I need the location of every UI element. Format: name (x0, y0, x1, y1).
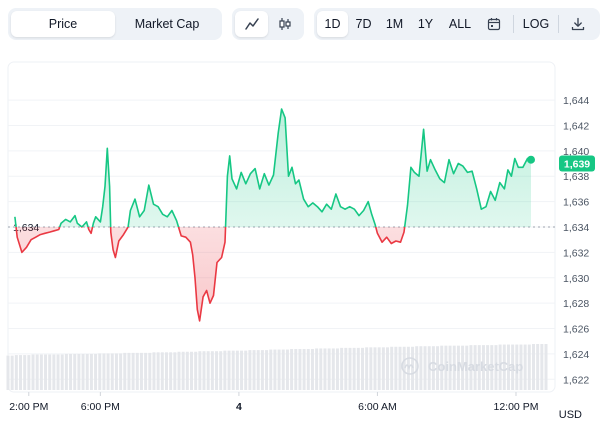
x-tick-label: 6:00 AM (358, 401, 397, 413)
y-tick-label: 1,638 (563, 171, 589, 183)
y-tick-label: 1,628 (563, 298, 589, 310)
y-tick-label: 1,634 (563, 222, 589, 234)
price-line-above (14, 108, 532, 227)
price-chart[interactable]: CoinMarketCap 1,634 1,622 1,624 1,626 1,628… (0, 56, 600, 428)
current-price-dot (526, 155, 535, 164)
calendar-button[interactable] (479, 11, 509, 37)
x-tick-label: 6:00 PM (81, 401, 120, 413)
price-area-above (14, 109, 531, 227)
log-scale-button[interactable]: LOG (522, 17, 550, 31)
currency-label: USD (559, 409, 582, 421)
range-1d-button[interactable]: 1D (317, 11, 348, 37)
y-tick-label: 1,642 (563, 120, 589, 132)
range-1y-button[interactable]: 1Y (417, 17, 434, 31)
download-icon (571, 17, 585, 31)
current-price-tag: 1,639 (559, 155, 595, 172)
toolbar-divider (558, 15, 559, 33)
line-chart-icon (244, 18, 259, 30)
y-tick-label: 1,644 (563, 95, 589, 107)
y-tick-label: 1,622 (563, 374, 589, 386)
tab-price[interactable]: Price (11, 11, 115, 37)
chart-style-switch (232, 8, 304, 40)
time-range-switch: 1D 7D 1M 1Y ALL LOG (314, 8, 600, 40)
x-tick-label: 4 (236, 401, 242, 413)
range-7d-button[interactable]: 7D (355, 17, 372, 31)
line-chart-button[interactable] (235, 11, 268, 37)
range-1m-button[interactable]: 1M (385, 17, 404, 31)
toolbar-divider (513, 15, 514, 33)
chart-type-switch: Price Market Cap (8, 8, 222, 40)
current-price-label: 1,639 (564, 159, 590, 171)
y-tick-label: 1,630 (563, 273, 589, 285)
tab-market-cap[interactable]: Market Cap (134, 17, 200, 31)
x-tick-label: 12:00 PM (494, 401, 539, 413)
price-chart-svg: CoinMarketCap 1,634 1,622 1,624 1,626 1,628… (6, 61, 595, 421)
y-tick-label: 1,632 (563, 247, 589, 259)
candlestick-button[interactable] (268, 11, 301, 37)
download-button[interactable] (563, 11, 593, 37)
candlestick-icon (278, 18, 291, 30)
watermark-text: CoinMarketCap (428, 359, 523, 374)
y-tick-label: 1,640 (563, 146, 589, 158)
coinmarketcap-watermark: CoinMarketCap (401, 357, 523, 375)
y-tick-label: 1,624 (563, 349, 589, 361)
range-all-button[interactable]: ALL (448, 17, 472, 31)
calendar-icon (487, 18, 501, 31)
y-tick-label: 1,626 (563, 324, 589, 336)
x-tick-label: 2:00 PM (9, 401, 48, 413)
y-tick-label: 1,636 (563, 197, 589, 209)
chart-toolbar: Price Market Cap 1D 7D 1M 1Y ALL (8, 8, 600, 40)
